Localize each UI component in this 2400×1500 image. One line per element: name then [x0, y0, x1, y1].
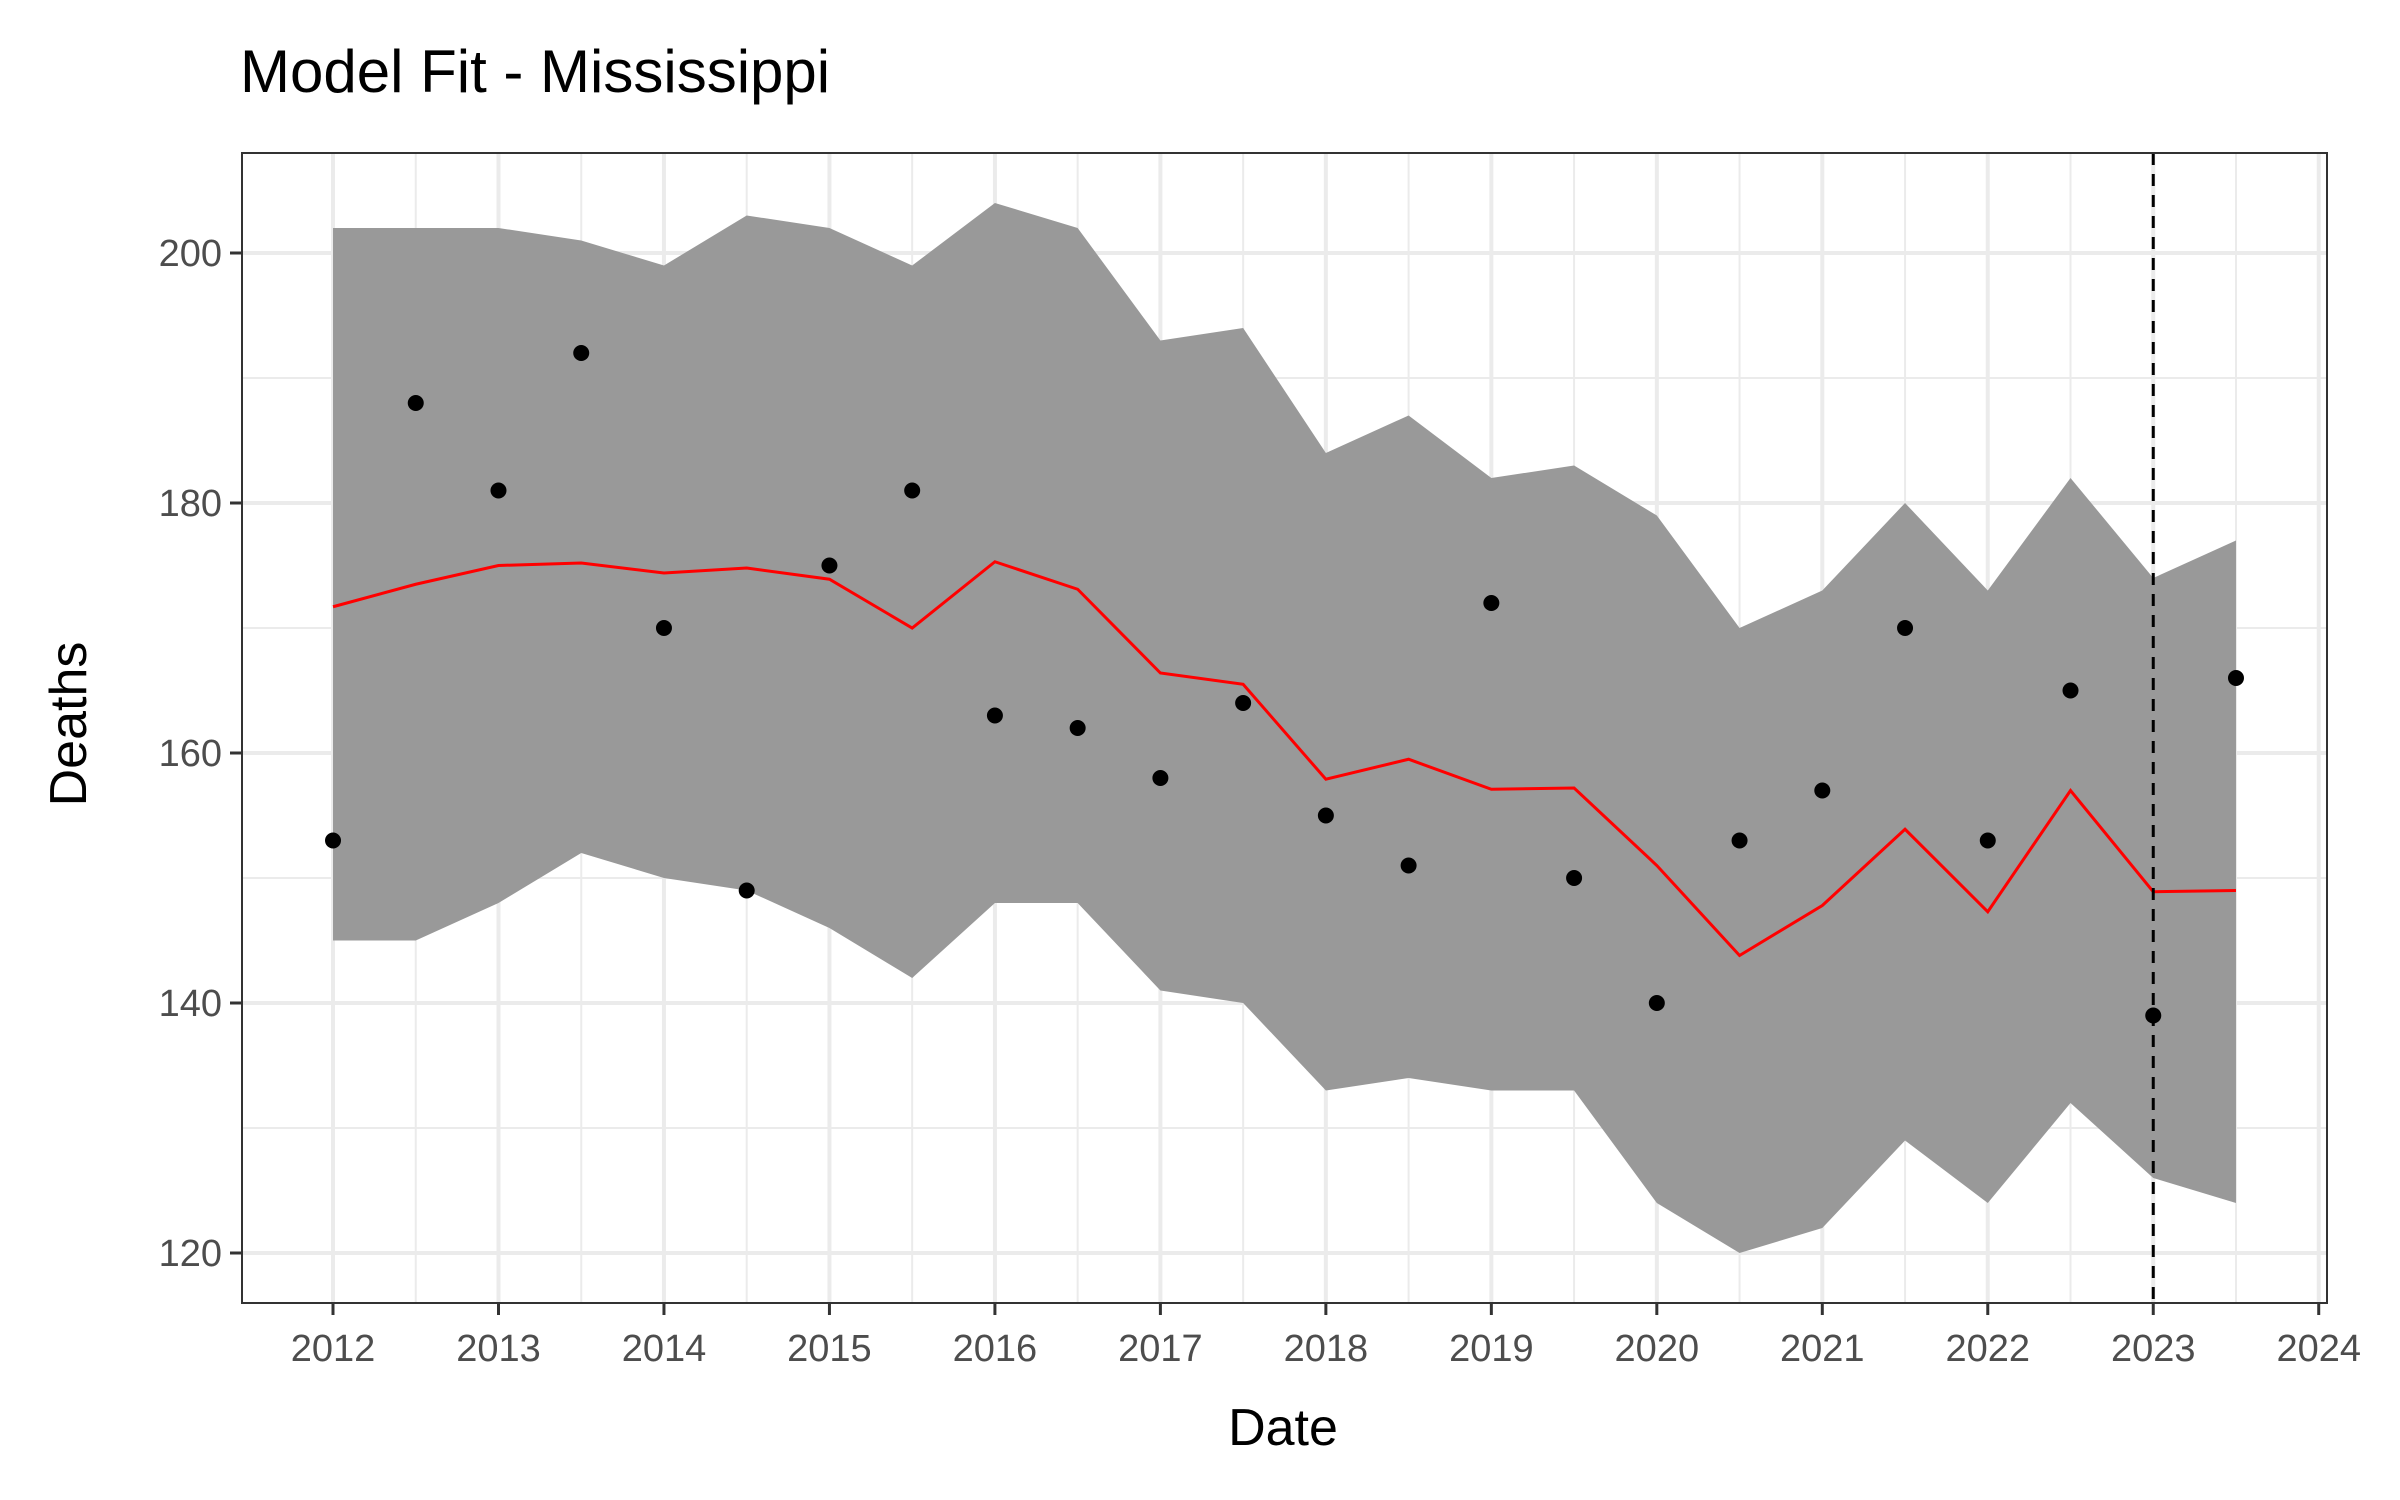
observed-point	[325, 832, 342, 849]
observed-point	[1566, 870, 1583, 886]
x-tick-label: 2021	[1780, 1328, 1865, 1370]
observed-point	[655, 620, 672, 636]
x-tick-label: 2020	[1615, 1328, 1700, 1370]
observed-point	[2062, 682, 2079, 699]
x-tick-label: 2016	[953, 1328, 1038, 1370]
observed-point	[1152, 770, 1169, 786]
y-axis: 120 140 160 180 200	[159, 233, 242, 1275]
observed-point	[1731, 832, 1748, 849]
y-axis-title: Deaths	[40, 642, 98, 807]
chart-title: Model Fit - Mississippi	[240, 38, 830, 105]
observed-point	[1979, 832, 1996, 849]
x-tick-label: 2022	[1946, 1328, 2031, 1370]
y-tick-label: 140	[159, 983, 222, 1025]
confidence-band	[333, 203, 2236, 1253]
observed-point	[986, 707, 1003, 724]
observed-point	[1483, 595, 1500, 611]
observed-point	[904, 482, 921, 499]
y-tick-label: 180	[159, 483, 222, 525]
fit-line	[332, 560, 2237, 958]
observed-point	[1814, 782, 1831, 799]
observed-point	[407, 395, 424, 411]
x-tick-label: 2013	[456, 1328, 541, 1370]
observed-point	[1897, 620, 1914, 636]
x-tick-label: 2015	[787, 1328, 872, 1370]
x-tick-label: 2018	[1284, 1328, 1369, 1370]
y-tick-label: 200	[159, 233, 222, 275]
observed-point	[1235, 695, 1252, 711]
confidence-band-layer	[333, 203, 2236, 1253]
panel-border	[241, 152, 2328, 1304]
x-tick-label: 2023	[2111, 1328, 2196, 1370]
x-tick-label: 2012	[291, 1328, 376, 1370]
observed-point	[1400, 857, 1417, 874]
observed-point	[1648, 995, 1665, 1011]
x-tick-label: 2014	[622, 1328, 707, 1370]
observed-point	[490, 482, 507, 499]
fit-line-layer	[332, 560, 2237, 958]
x-axis: 2012 2013 2014 2015 2016 2017 2018 2019 2020 2021…	[291, 1303, 2361, 1370]
observed-point	[1317, 807, 1334, 824]
x-tick-label: 2017	[1118, 1328, 1203, 1370]
y-tick-label: 120	[159, 1233, 222, 1275]
observed-points-layer	[325, 345, 2244, 1024]
observed-point	[738, 882, 755, 899]
x-tick-label: 2019	[1449, 1328, 1534, 1370]
x-tick-label: 2024	[2276, 1328, 2361, 1370]
x-axis-title: Date	[1228, 1399, 1338, 1457]
y-tick-label: 160	[159, 733, 222, 775]
observed-point	[573, 345, 590, 361]
observed-point	[2227, 670, 2244, 686]
observed-point	[1069, 720, 1086, 736]
observed-point	[821, 557, 838, 574]
